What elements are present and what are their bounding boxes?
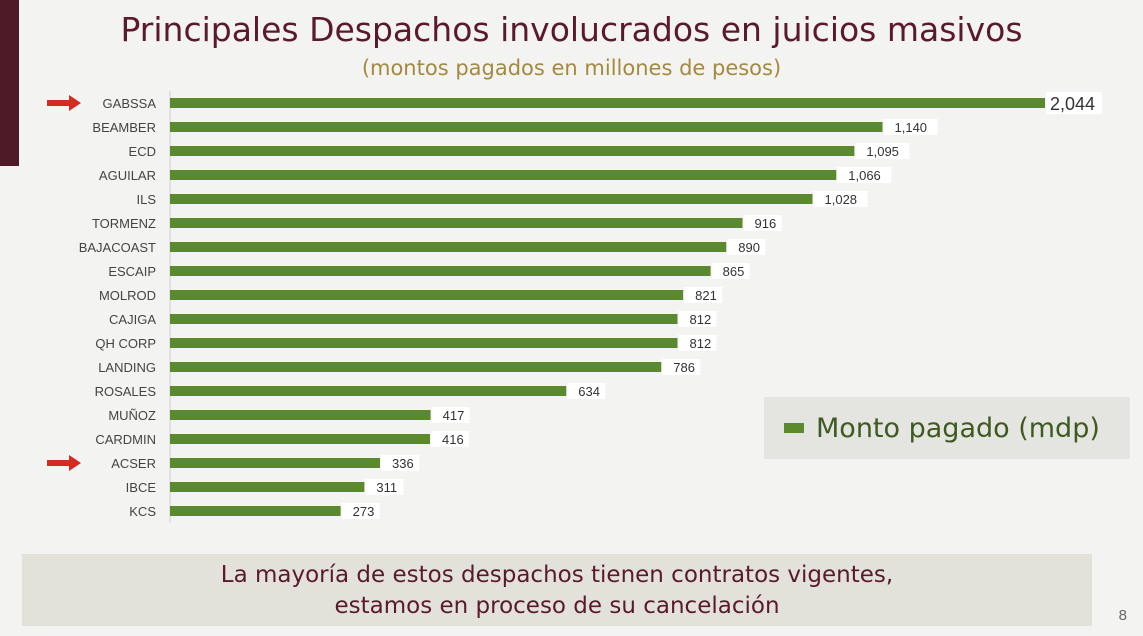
category-label: CAJIGA bbox=[109, 312, 156, 327]
value-label-bg bbox=[678, 335, 717, 351]
category-label: MUÑOZ bbox=[108, 408, 156, 423]
value-label: 273 bbox=[353, 504, 375, 519]
category-label: CARDMIN bbox=[95, 432, 156, 447]
bar bbox=[170, 506, 341, 516]
note-line-1: La mayoría de estos despachos tienen con… bbox=[220, 562, 894, 588]
value-label: 916 bbox=[755, 216, 777, 231]
value-label-bg bbox=[711, 263, 750, 279]
highlight-arrow-icon bbox=[47, 95, 81, 111]
value-label: 336 bbox=[392, 456, 414, 471]
category-label: KCS bbox=[129, 504, 156, 519]
value-label-bg bbox=[381, 455, 419, 471]
bar bbox=[170, 458, 380, 468]
value-label-bg bbox=[813, 191, 868, 207]
bar bbox=[170, 410, 431, 420]
value-label: 1,066 bbox=[848, 168, 881, 183]
legend: Monto pagado (mdp) bbox=[764, 397, 1130, 459]
category-label: ROSALES bbox=[95, 384, 157, 399]
value-label: 865 bbox=[723, 264, 745, 279]
value-label: 786 bbox=[673, 360, 695, 375]
bar bbox=[170, 146, 855, 156]
bar bbox=[170, 314, 678, 324]
value-label-bg bbox=[883, 119, 938, 135]
category-label: AGUILAR bbox=[99, 168, 156, 183]
value-label: 311 bbox=[376, 480, 397, 495]
value-label: 890 bbox=[738, 240, 760, 255]
chart-title: Principales Despachos involucrados en ju… bbox=[120, 10, 1023, 49]
category-label: TORMENZ bbox=[92, 216, 156, 231]
bar bbox=[170, 338, 678, 348]
chart-subtitle: (montos pagados en millones de pesos) bbox=[361, 56, 782, 80]
bar bbox=[170, 98, 1045, 108]
category-label: ESCAIP bbox=[108, 264, 156, 279]
value-label: 1,028 bbox=[825, 192, 858, 207]
accent-sidebar bbox=[0, 0, 19, 166]
category-label: ECD bbox=[129, 144, 156, 159]
bar bbox=[170, 482, 365, 492]
bar bbox=[170, 434, 430, 444]
value-label-bg bbox=[365, 479, 404, 495]
bar bbox=[170, 122, 883, 132]
legend-swatch bbox=[784, 423, 804, 433]
value-label-bg bbox=[341, 503, 380, 519]
category-label: ILS bbox=[136, 192, 156, 207]
bar bbox=[170, 218, 743, 228]
value-label-bg bbox=[678, 311, 717, 327]
legend-label: Monto pagado (mdp) bbox=[816, 412, 1100, 444]
bar bbox=[170, 362, 662, 372]
bar-chart: GABSSA 2,044 BEAMBER 1,140 ECD 1,095 AGUILAR 1,… bbox=[47, 91, 1102, 523]
category-label: MOLROD bbox=[99, 288, 156, 303]
page-number: 8 bbox=[1118, 607, 1127, 624]
category-label: LANDING bbox=[98, 360, 156, 375]
value-label-bg bbox=[662, 359, 701, 375]
value-label-bg bbox=[431, 407, 470, 423]
value-label-bg bbox=[837, 167, 892, 183]
value-label: 1,140 bbox=[895, 120, 928, 135]
value-label-bg bbox=[431, 431, 469, 447]
category-label: BAJACOAST bbox=[79, 240, 156, 255]
category-label: QH CORP bbox=[95, 336, 156, 351]
value-label: 1,095 bbox=[866, 144, 899, 159]
bar bbox=[170, 170, 837, 180]
value-label: 634 bbox=[578, 384, 600, 399]
bar bbox=[170, 266, 711, 276]
value-label: 812 bbox=[690, 336, 712, 351]
value-label: 417 bbox=[443, 408, 465, 423]
category-label: GABSSA bbox=[103, 96, 157, 111]
value-label: 812 bbox=[690, 312, 712, 327]
note-line-2: estamos en proceso de su cancelación bbox=[334, 593, 780, 619]
value-label: 821 bbox=[695, 288, 717, 303]
value-label-bg bbox=[727, 239, 766, 255]
note-box: La mayoría de estos despachos tienen con… bbox=[22, 554, 1092, 626]
bar bbox=[170, 290, 684, 300]
value-label: 2,044 bbox=[1050, 94, 1095, 114]
value-label-bg bbox=[855, 143, 910, 159]
value-label-bg bbox=[743, 215, 782, 231]
bar bbox=[170, 194, 813, 204]
value-label-bg bbox=[567, 383, 606, 399]
highlight-arrow-icon bbox=[47, 455, 81, 471]
category-label: IBCE bbox=[126, 480, 157, 495]
category-label: ACSER bbox=[111, 456, 156, 471]
bar bbox=[170, 242, 727, 252]
value-label-bg bbox=[1046, 92, 1102, 114]
category-label: BEAMBER bbox=[92, 120, 156, 135]
bar bbox=[170, 386, 567, 396]
value-label-bg bbox=[684, 287, 723, 303]
value-label: 416 bbox=[442, 432, 464, 447]
